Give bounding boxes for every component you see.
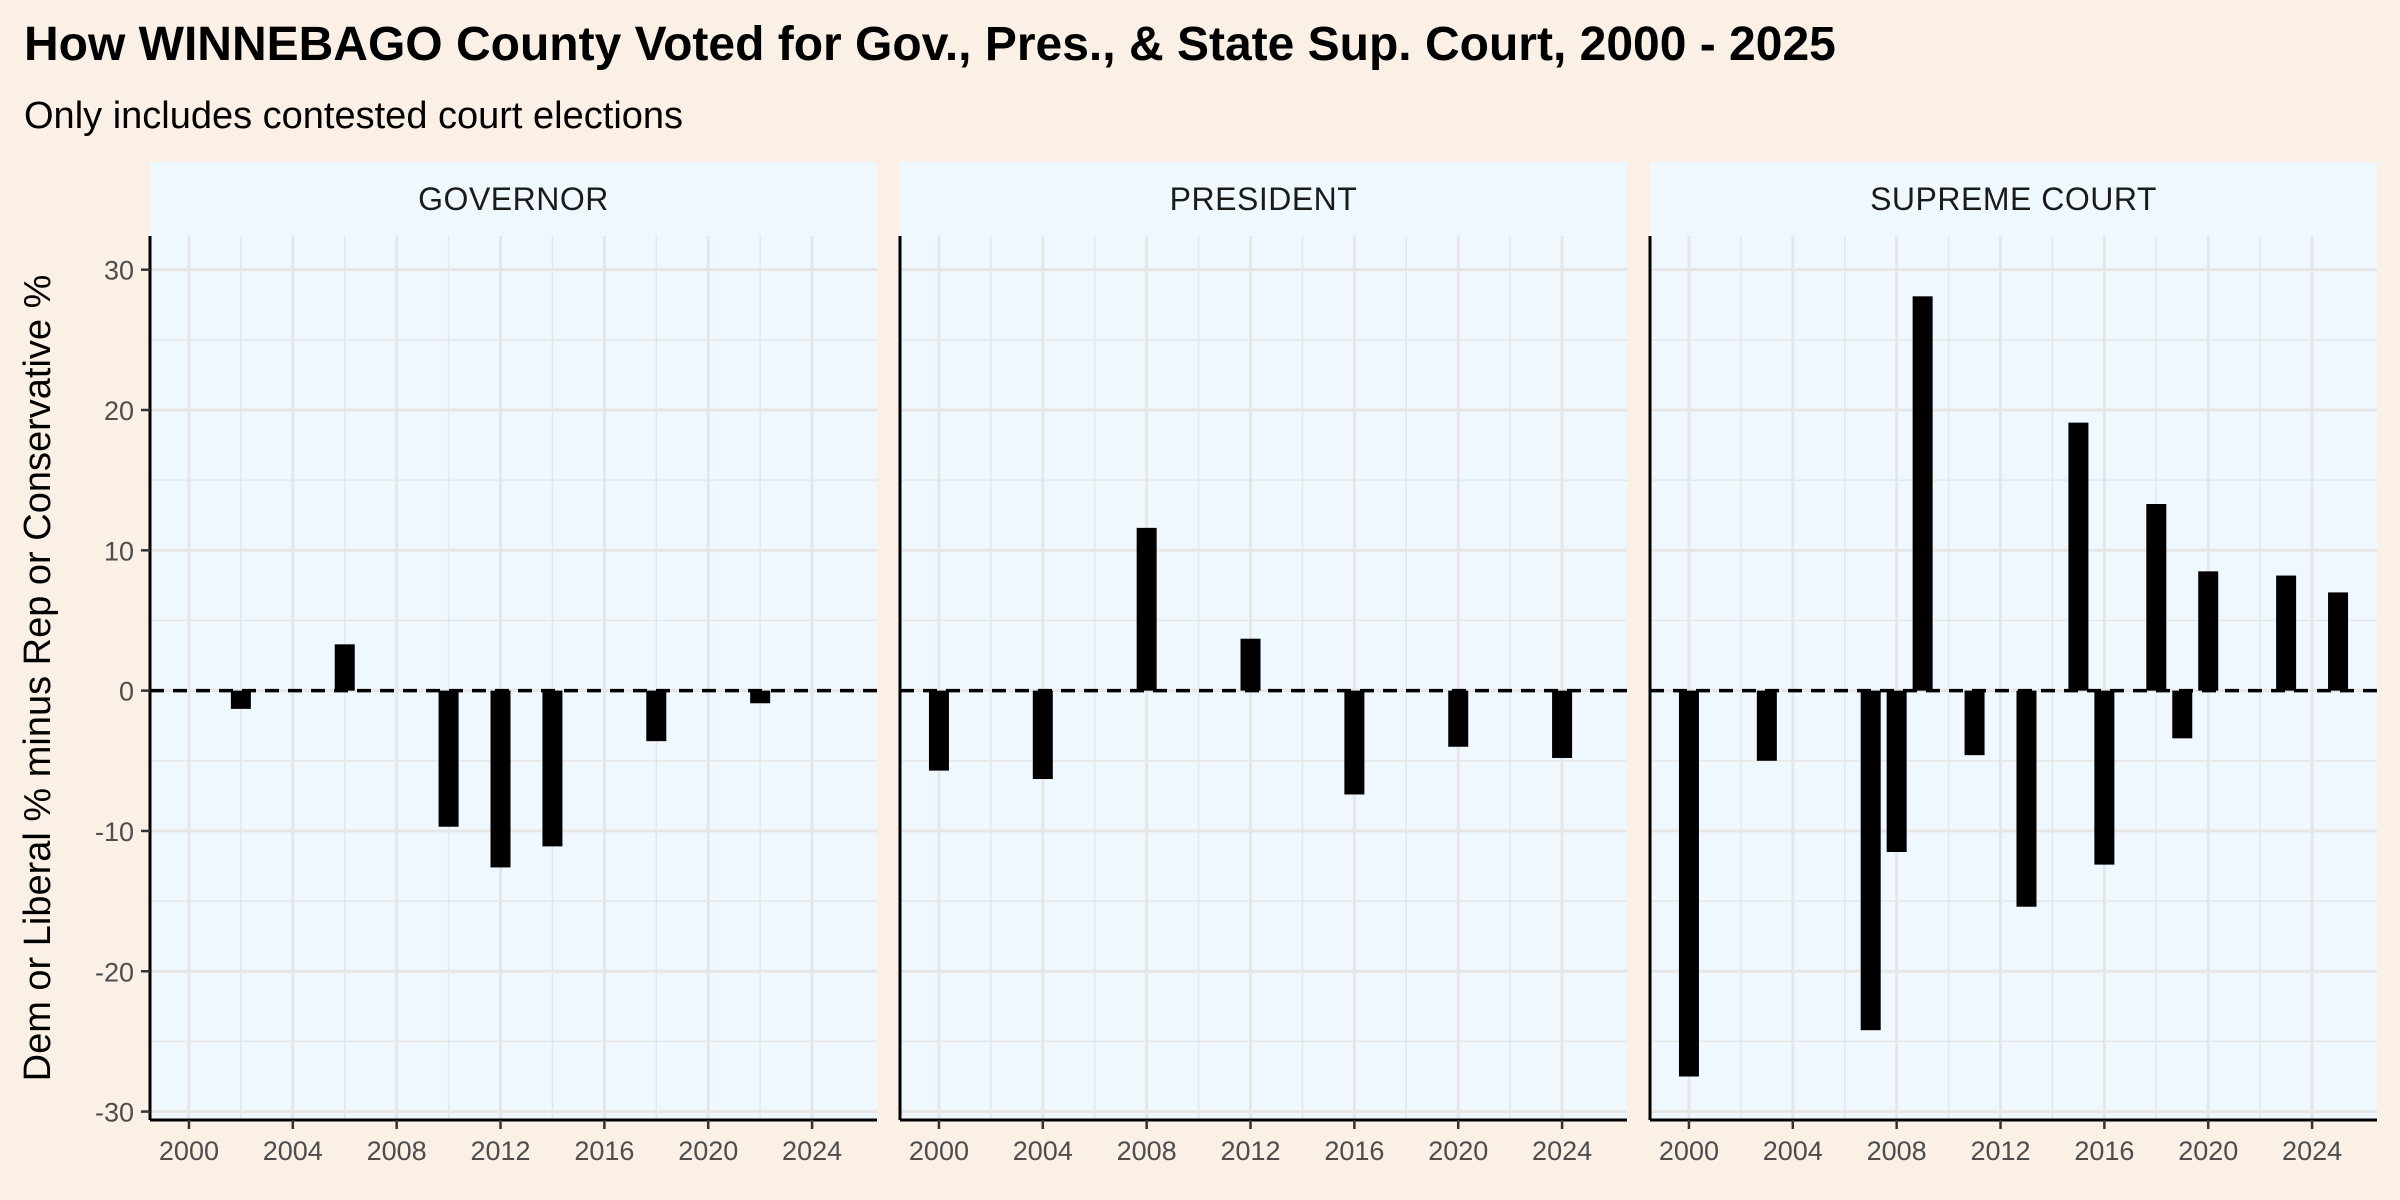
y-tick-label: -10 [95,817,134,847]
bar-2013 [2016,690,2037,907]
bar-2003 [1756,690,1777,761]
x-tick-label: 2000 [909,1136,969,1166]
x-tick-label: 2000 [159,1136,219,1166]
bar-2008 [1886,690,1907,852]
y-axis-label: Dem or Liberal % minus Rep or Conservati… [17,275,59,1082]
y-tick-label: 0 [119,677,134,707]
facet-strip [900,162,1627,236]
chart-subtitle: Only includes contested court elections [24,95,683,137]
facet-strip [1650,162,2377,236]
bar-2023 [2276,575,2297,691]
bar-2012 [1240,638,1261,691]
x-tick-label: 2000 [1659,1136,1719,1166]
panel-background [900,236,1627,1120]
panel-supreme-court: SUPREME COURT 2000 2004 2008 2012 2016 2020 202… [1648,162,2377,1166]
x-tick-label: 2024 [1532,1136,1592,1166]
bar-2010 [438,690,459,827]
bar-2008 [1136,527,1157,691]
y-tick-label: 20 [104,396,134,426]
x-tick-label: 2004 [1763,1136,1823,1166]
x-tick-label: 2024 [782,1136,842,1166]
y-tick-label: -30 [95,1098,134,1128]
facet-strip [150,162,877,236]
y-tick-label: 30 [104,256,134,286]
bar-2020 [1448,690,1469,747]
x-tick-label: 2004 [1013,1136,1073,1166]
y-tick-label: 10 [104,536,134,566]
bar-2006 [334,644,355,691]
x-tick-label: 2020 [2178,1136,2238,1166]
bar-2022 [750,690,771,704]
bar-2002 [230,690,251,709]
x-tick-label: 2012 [1970,1136,2030,1166]
facet-panels: GOVERNOR 2000 2004 2008 2012 2016 2020 2024 -30 -… [95,162,2377,1166]
facet-strip-label: SUPREME COURT [1870,181,2157,217]
x-tick-label: 2020 [1428,1136,1488,1166]
x-tick-label: 2024 [2282,1136,2342,1166]
bar-2019 [2172,690,2193,739]
bar-2007 [1860,690,1881,1031]
bar-2004 [1032,690,1053,780]
x-tick-label: 2016 [2074,1136,2134,1166]
y-tick-label: -20 [95,957,134,987]
x-tick-label: 2020 [678,1136,738,1166]
x-tick-label: 2008 [367,1136,427,1166]
bar-2025 [2328,592,2349,691]
bar-2000 [1678,690,1699,1077]
bar-2020 [2198,571,2219,691]
bar-2018 [2146,504,2167,691]
bar-2024 [1552,690,1573,758]
bar-2018 [646,690,667,742]
bar-2012 [490,690,511,868]
panel-background [1650,236,2377,1120]
x-tick-label: 2016 [574,1136,634,1166]
bar-2011 [1964,690,1985,756]
x-tick-label: 2012 [1220,1136,1280,1166]
bar-2016 [1344,690,1365,795]
bar-2009 [1912,296,1933,691]
bar-2015 [2068,422,2089,691]
chart-title: How WINNEBAGO County Voted for Gov., Pre… [24,18,1836,71]
x-tick-label: 2016 [1324,1136,1384,1166]
facet-strip-label: GOVERNOR [418,181,609,217]
x-tick-label: 2008 [1117,1136,1177,1166]
panel-background [150,236,877,1120]
x-tick-label: 2008 [1867,1136,1927,1166]
bar-2014 [542,690,563,847]
panel-president: PRESIDENT 2000 2004 2008 2012 2016 2020 2024 [898,162,1627,1166]
facet-strip-label: PRESIDENT [1170,181,1358,217]
x-tick-label: 2004 [263,1136,323,1166]
bar-2000 [928,690,949,771]
panel-governor: GOVERNOR 2000 2004 2008 2012 2016 2020 2024 -30 -… [95,162,877,1166]
bar-2016 [2094,690,2115,865]
x-tick-label: 2012 [470,1136,530,1166]
